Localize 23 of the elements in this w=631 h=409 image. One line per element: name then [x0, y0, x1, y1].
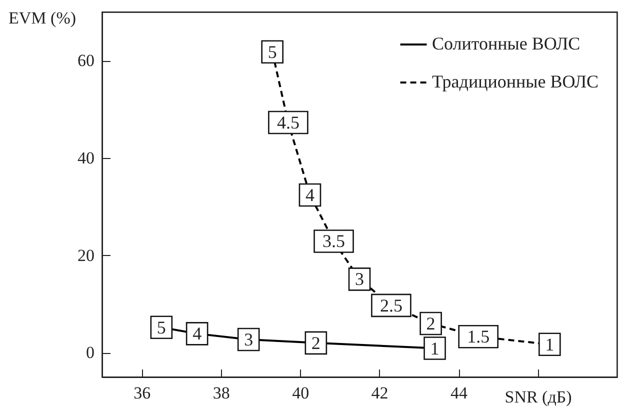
annotation: 1 — [545, 334, 554, 354]
y-axis-title: EVM (%) — [8, 8, 76, 28]
annotation: 5 — [156, 317, 166, 338]
x-axis-title: SNR (дБ) — [504, 388, 572, 406]
x-tick-label: 44 — [450, 384, 468, 402]
annotation: 3 — [244, 330, 254, 350]
y-tick-label: 20 — [78, 246, 94, 265]
annotation: 1 — [430, 338, 440, 358]
y-tick-label: 60 — [78, 51, 94, 70]
y-tick-label: 40 — [78, 148, 94, 168]
x-tick-label: 40 — [292, 384, 310, 402]
y-tick-label: 0 — [86, 343, 94, 362]
x-tick-label: 38 — [212, 384, 230, 402]
annotation: 4 — [305, 184, 314, 205]
annotation: 3 — [355, 269, 364, 290]
legend-label: Солитонные ВОЛС — [432, 34, 580, 54]
annotation: 4 — [192, 324, 202, 344]
annotation: 5 — [268, 42, 277, 62]
x-tick-label: 36 — [134, 384, 151, 402]
annotation: 2 — [426, 313, 436, 334]
x-tick-label: 42 — [371, 384, 388, 402]
legend-label: Традиционные ВОЛС — [432, 72, 599, 92]
annotation: 2 — [311, 332, 320, 353]
